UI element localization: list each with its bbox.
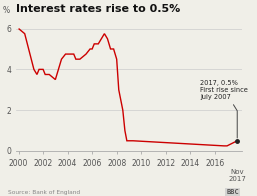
Text: 2017, 0.5%
First rise since
July 2007: 2017, 0.5% First rise since July 2007 <box>200 80 248 138</box>
Text: Nov
2017: Nov 2017 <box>228 169 246 182</box>
Text: Interest rates rise to 0.5%: Interest rates rise to 0.5% <box>16 4 180 14</box>
Text: %: % <box>3 6 10 15</box>
Text: BBC: BBC <box>226 189 239 195</box>
Text: Source: Bank of England: Source: Bank of England <box>8 190 80 195</box>
